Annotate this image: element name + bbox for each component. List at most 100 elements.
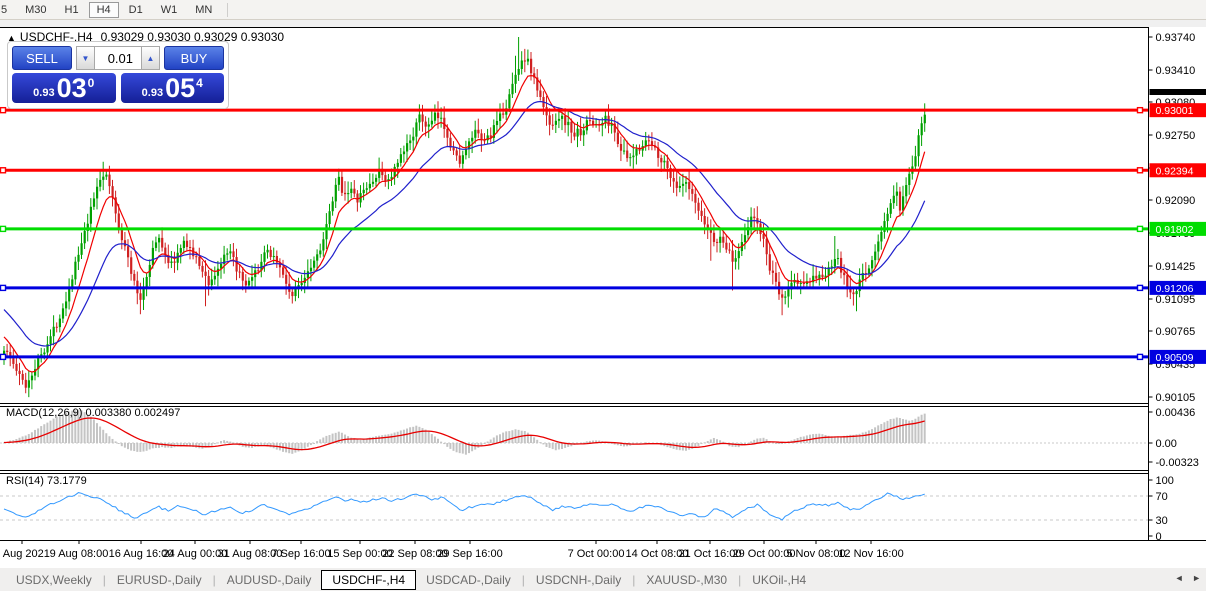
candle-body [461,155,464,164]
candle-body [356,193,359,203]
macd-bar [437,438,439,443]
rsi-axis-label: 0 [1156,531,1162,543]
chart-tab-eurusd-daily[interactable]: EURUSD-,Daily [116,572,202,587]
date-axis-label[interactable]: 5 Nov 08:00 [786,548,845,560]
line-handle[interactable] [0,106,7,114]
macd-bar [530,435,532,443]
line-handle[interactable] [1136,353,1144,361]
date-axis-label[interactable]: 7 Sep 16:00 [271,548,330,560]
date-axis-label[interactable]: 31 Aug 08:00 [218,548,283,560]
line-handle[interactable] [0,353,7,361]
candle-body [46,344,49,353]
scroll-right-icon[interactable]: ► [1192,573,1201,583]
macd-bar [350,437,353,443]
candle-body [204,271,207,276]
buy-price-display[interactable]: 0.93 05 4 [120,73,224,103]
timeframe-button-d1[interactable]: D1 [128,3,143,16]
candle-body [511,83,514,95]
macd-bar [127,443,129,450]
price-axis-label[interactable]: 0.92750 [1156,130,1196,142]
date-axis-label[interactable]: 21 Oct 16:00 [679,548,742,560]
chart-tab-usdx-weekly[interactable]: USDX,Weekly [16,572,92,587]
chart-area[interactable]: 0.937400.934100.930800.927500.924200.920… [0,27,1206,568]
timeframe-button-mn[interactable]: MN [195,3,213,16]
candle-body [499,113,502,121]
price-axis-label[interactable]: 0.91425 [1156,261,1196,273]
candle-body [232,251,235,258]
candle-body [223,254,226,264]
macd-bar [867,430,870,443]
scroll-left-icon[interactable]: ◄ [1174,573,1184,583]
macd-bar [92,419,95,443]
macd-bar [883,422,886,443]
expand-arrow-icon[interactable]: ▲ [7,33,16,43]
price-axis-label[interactable]: 0.92090 [1156,195,1196,207]
chart-tab-usdcnh-daily[interactable]: USDCNH-,Daily [535,572,622,587]
chart-tab-audusd-daily[interactable]: AUDUSD-,Daily [226,572,312,587]
macd-bar [96,423,98,443]
date-axis-label[interactable]: 24 Aug 00:00 [163,548,228,560]
line-handle[interactable] [1136,284,1144,292]
price-axis-label[interactable]: 0.93410 [1156,65,1196,77]
date-axis-label[interactable]: 14 Oct 08:00 [626,548,689,560]
candle-body [418,114,421,123]
macd-bar [223,440,226,443]
price-axis-label[interactable]: 0.91095 [1156,294,1196,306]
macd-bar [750,441,753,443]
sell-button[interactable]: SELL [12,46,72,70]
candle-body [120,229,123,241]
candle-body [898,191,902,211]
price-level-badge-label: 0.90509 [1156,352,1194,364]
macd-bar [669,443,672,448]
macd-bar [874,427,877,443]
price-axis-label[interactable]: 0.93740 [1156,32,1196,44]
date-axis-label[interactable]: 29 Oct 00:00 [733,548,796,560]
macd-bar [406,428,408,443]
macd-bar [731,443,734,447]
line-handle[interactable] [1136,225,1144,233]
timeframe-button-w1[interactable]: W1 [160,3,178,16]
macd-bar [886,420,889,443]
macd-bar [778,443,780,444]
line-handle[interactable] [0,284,7,292]
timeframe-button-m30[interactable]: M30 [25,3,47,16]
chart-tab-usdcad-daily[interactable]: USDCAD-,Daily [426,572,511,587]
candle-body [402,151,406,155]
chart-tab-xauusd-m30[interactable]: XAUUSD-,M30 [646,572,728,587]
date-axis-label[interactable]: 12 Nov 16:00 [838,548,903,560]
timeframe-button-h1[interactable]: H1 [64,3,79,16]
timeframe-button-h4[interactable]: H4 [88,1,119,18]
date-axis-label[interactable]: 2 Aug 2021 [0,548,50,560]
candle-body [557,118,561,121]
date-axis-label[interactable]: 9 Aug 08:00 [50,548,109,560]
macd-bar [86,414,89,443]
date-axis-label[interactable]: 22 Sep 08:00 [382,548,447,560]
macd-bar [613,443,616,445]
volume-increase-button[interactable]: ▲ [141,46,160,70]
chart-tab-usdchf-h4[interactable]: USDCHF-,H4 [321,569,417,590]
line-handle[interactable] [0,167,7,174]
candle-body [517,68,520,75]
line-handle[interactable] [1136,167,1144,174]
buy-price-base: 0.93 [141,87,164,99]
buy-button[interactable]: BUY [164,46,224,70]
date-axis-label[interactable]: 15 Sep 00:00 [327,548,392,560]
toolbar-separator [227,2,229,17]
line-handle[interactable] [0,225,7,233]
volume-input[interactable]: 0.01 [95,46,141,70]
timeframe-button-5[interactable]: 5 [1,3,8,16]
date-axis-label[interactable]: 7 Oct 00:00 [568,548,625,560]
price-axis-label[interactable]: 0.90105 [1156,392,1196,404]
macd-bar [694,443,697,448]
sell-price-display[interactable]: 0.93 03 0 [12,73,116,103]
volume-decrease-button[interactable]: ▼ [76,46,95,70]
line-handle[interactable] [1136,106,1144,114]
candle-body [80,243,83,255]
macd-bar [626,443,629,447]
date-axis-label[interactable]: 29 Sep 16:00 [437,548,502,560]
date-axis-label[interactable]: 16 Aug 16:00 [109,548,174,560]
candle-body [709,228,712,233]
price-axis-label[interactable]: 0.90765 [1156,326,1196,338]
macd-bar [855,434,858,443]
chart-tab-ukoil-h4[interactable]: UKOil-,H4 [752,572,807,587]
